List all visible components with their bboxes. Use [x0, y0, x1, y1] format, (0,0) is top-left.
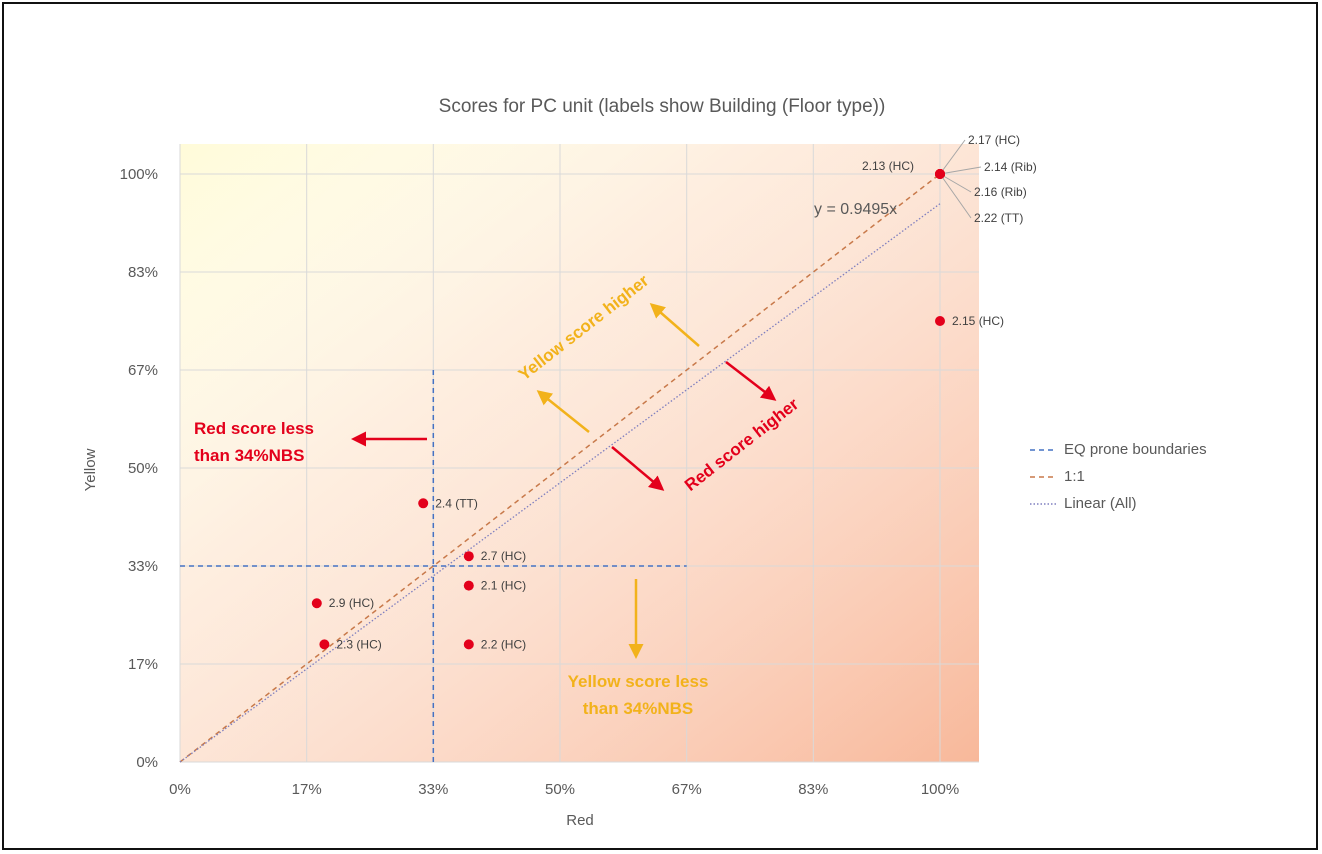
y-tick-label: 0% — [136, 754, 158, 771]
tick-labels: 0% 17% 33% 50% 67% 83% 100% 0% 17% 33% 50% 67% 83% 10… — [120, 166, 960, 798]
y-tick-label: 17% — [128, 656, 158, 673]
data-point-label: 2.14 (Rib) — [984, 160, 1037, 174]
legend: EQ prone boundaries 1:1 Linear (All) — [1030, 441, 1207, 512]
x-tick-label: 100% — [921, 781, 959, 798]
data-point — [319, 639, 330, 650]
y-tick-label: 33% — [128, 558, 158, 575]
annotation-red-less-line1: Red score less — [194, 419, 314, 438]
data-point — [463, 551, 474, 562]
label-leader-line — [939, 173, 972, 219]
data-point-label: 2.7 (HC) — [481, 549, 526, 563]
y-tick-label: 50% — [128, 460, 158, 477]
x-tick-label: 67% — [672, 781, 702, 798]
reference-lines — [179, 173, 941, 763]
legend-entry: Linear (All) — [1064, 495, 1137, 512]
y-tick-label: 67% — [128, 362, 158, 379]
data-point — [418, 498, 429, 509]
y-tick-label: 100% — [120, 166, 158, 183]
label-leader-line — [939, 173, 972, 193]
data-point-label: 2.3 (HC) — [336, 637, 381, 651]
x-axis-label: Red — [566, 812, 594, 829]
data-point-label: 2.13 (HC) — [862, 159, 914, 173]
data-point-label: 2.1 (HC) — [481, 579, 526, 593]
data-point — [463, 580, 474, 591]
data-points: 2.9 (HC) 2.3 (HC) 2.4 (TT) 2.7 (HC) 2.1 (HC)… — [311, 133, 1037, 651]
arrow-red-higher-mid — [611, 446, 665, 491]
x-tick-label: 83% — [798, 781, 828, 798]
label-leader-line — [939, 166, 982, 175]
x-tick-label: 0% — [169, 781, 191, 798]
chart-title: Scores for PC unit (labels show Building… — [439, 96, 886, 117]
data-point-label: 2.22 (TT) — [974, 211, 1023, 225]
data-point-label: 2.9 (HC) — [329, 596, 374, 610]
annotation-red-less-line2: than 34%NBS — [194, 446, 305, 465]
data-point — [311, 598, 322, 609]
arrow-yellow-higher-top — [649, 303, 700, 347]
y-axis-label: Yellow — [82, 448, 99, 491]
legend-entry: EQ prone boundaries — [1064, 441, 1207, 458]
data-point-label: 2.16 (Rib) — [974, 185, 1027, 199]
annotation-yellow-less-line2: than 34%NBS — [583, 699, 694, 718]
gridlines — [179, 144, 979, 763]
data-point — [935, 316, 945, 326]
x-tick-label: 33% — [418, 781, 448, 798]
x-tick-label: 17% — [292, 781, 322, 798]
data-point-label: 2.17 (HC) — [968, 133, 1020, 147]
arrow-red-higher-top — [725, 361, 777, 401]
label-leader-line — [939, 139, 966, 175]
one-to-one-line — [179, 173, 941, 763]
legend-entry: 1:1 — [1064, 468, 1085, 485]
x-tick-label: 50% — [545, 781, 575, 798]
annotation-yellow-less-line1: Yellow score less — [568, 672, 709, 691]
trendline-equation: y = 0.9495x — [814, 201, 897, 218]
data-point — [463, 639, 474, 650]
arrow-yellow-higher-mid — [536, 390, 590, 433]
data-point-label: 2.15 (HC) — [952, 314, 1004, 328]
data-point-label: 2.4 (TT) — [435, 496, 478, 510]
data-point-label: 2.2 (HC) — [481, 637, 526, 651]
y-tick-label: 83% — [128, 264, 158, 281]
data-point — [935, 169, 945, 179]
